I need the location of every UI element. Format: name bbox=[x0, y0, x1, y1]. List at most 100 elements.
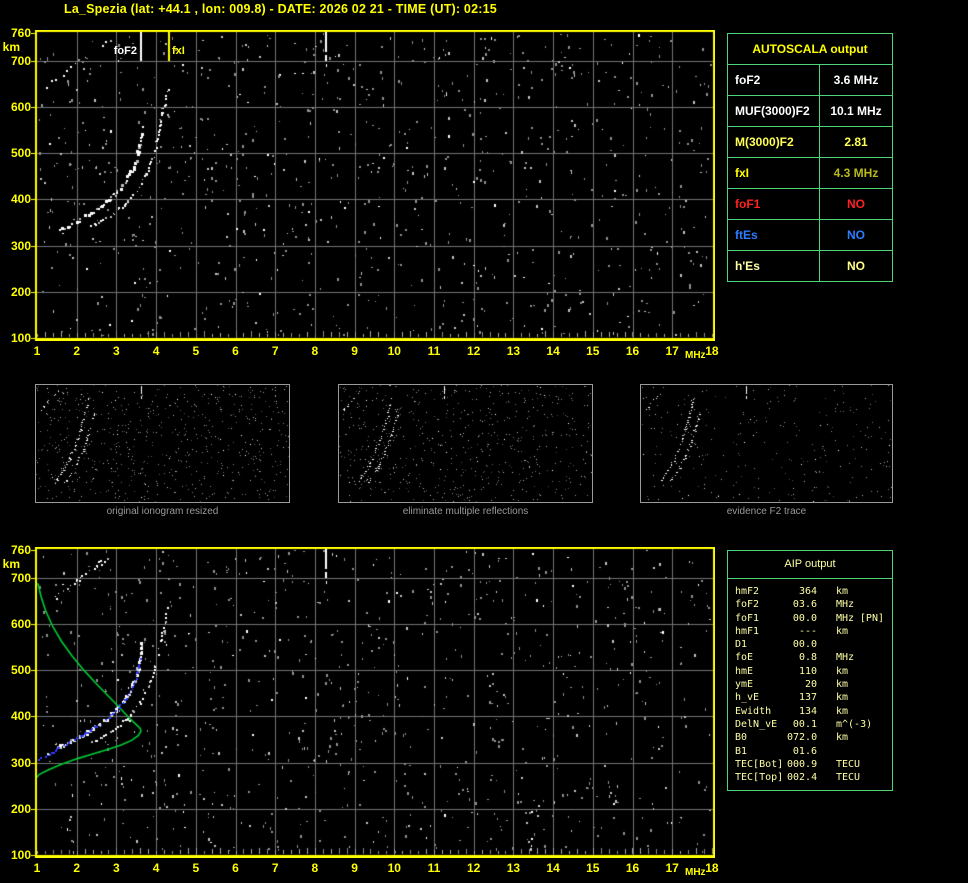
aip-row-label: DelN_vE bbox=[735, 718, 778, 730]
autoscala-row-label: foF2 bbox=[728, 65, 820, 95]
aip-row-extra: [PN] bbox=[859, 612, 884, 624]
y-tick-label-400-top: 400 bbox=[10, 192, 31, 207]
x-axis-unit-top: MHz bbox=[685, 350, 706, 361]
aip-row-unit: km bbox=[836, 692, 849, 704]
aip-row-hve: h_vE 137 km bbox=[735, 691, 886, 704]
aip-row-label: hmF1 bbox=[735, 625, 760, 637]
aip-row-d1: D1 00.0 bbox=[735, 638, 886, 651]
autoscala-row-fof2: foF2 3.6 MHz bbox=[728, 64, 892, 95]
autoscala-row-value: 3.6 MHz bbox=[833, 73, 879, 87]
autoscala-table-header: AUTOSCALA output bbox=[752, 42, 868, 56]
thumbnail-eliminate-canvas bbox=[339, 385, 592, 502]
aip-row-tecbot: TEC[Bot] 000.9 TECU bbox=[735, 758, 886, 771]
aip-row-delnve: DelN_vE 00.1 m^(-3) bbox=[735, 718, 886, 731]
autoscala-row-value: 2.81 bbox=[844, 135, 868, 149]
aip-row-label: ymE bbox=[735, 679, 754, 691]
aip-row-b0: B0 072.0 km bbox=[735, 731, 886, 744]
x-axis-unit-bottom: MHz bbox=[685, 867, 706, 878]
autoscala-row-ftes: ftEs NO bbox=[728, 219, 892, 250]
y-tick-label-300-top: 300 bbox=[10, 238, 31, 253]
y-tick-label-300-bottom: 300 bbox=[10, 755, 31, 770]
x-tick-label-13-bottom: 13 bbox=[506, 861, 521, 875]
aip-row-unit: km bbox=[836, 705, 849, 717]
aip-row-hmf2: hmF2 364 km bbox=[735, 585, 886, 598]
aip-row-ewidth: Ewidth 134 km bbox=[735, 705, 886, 718]
aip-row-label: D1 bbox=[735, 639, 748, 651]
x-tick-label-3-top: 3 bbox=[113, 344, 120, 358]
page-title: La_Spezia (lat: +44.1 , lon: 009.8) - DA… bbox=[64, 2, 497, 16]
aip-row-unit: m^(-3) bbox=[836, 718, 873, 730]
fof2-marker-label: foF2 bbox=[113, 45, 137, 57]
x-tick-label-13-top: 13 bbox=[506, 344, 521, 358]
aip-row-unit: km bbox=[836, 625, 849, 637]
y-tick-label-200-bottom: 200 bbox=[10, 801, 31, 816]
x-tick-label-8-bottom: 8 bbox=[311, 861, 319, 875]
aip-row-unit: MHz bbox=[836, 612, 855, 624]
y-tick-label-760-bottom: 760 bbox=[10, 543, 31, 557]
autoscala-row-label: foF1 bbox=[728, 189, 820, 219]
y-axis-unit-top: km bbox=[2, 40, 20, 54]
aip-row-hme: hmE 110 km bbox=[735, 665, 886, 678]
aip-row-value: 137 bbox=[798, 692, 817, 704]
x-tick-label-4-top: 4 bbox=[152, 344, 160, 358]
aip-row-value: 00.0 bbox=[792, 639, 817, 651]
top-ionogram-canvas bbox=[31, 30, 715, 341]
x-tick-label-9-top: 9 bbox=[351, 344, 358, 358]
aip-row-unit: TECU bbox=[836, 758, 861, 770]
aip-row-label: TEC[Top] bbox=[735, 772, 784, 784]
x-tick-label-2-bottom: 2 bbox=[73, 861, 81, 875]
x-tick-label-10-bottom: 10 bbox=[387, 861, 401, 875]
x-tick-label-6-bottom: 6 bbox=[232, 861, 239, 875]
x-tick-label-1-bottom: 1 bbox=[33, 861, 41, 875]
autoscala-row-label: MUF(3000)F2 bbox=[728, 96, 820, 126]
autoscala-row-value: NO bbox=[847, 197, 865, 211]
y-tick-label-600-top: 600 bbox=[10, 99, 31, 114]
x-tick-label-14-bottom: 14 bbox=[546, 861, 560, 875]
aip-row-b1: B1 01.6 bbox=[735, 745, 886, 758]
x-tick-label-11-bottom: 11 bbox=[427, 861, 441, 875]
x-tick-label-10-top: 10 bbox=[387, 344, 401, 358]
aip-row-unit: MHz bbox=[836, 599, 855, 611]
aip-row-value: --- bbox=[798, 625, 817, 637]
autoscala-row-label: M(3000)F2 bbox=[728, 127, 820, 157]
x-tick-label-2-top: 2 bbox=[73, 344, 81, 358]
thumbnail-original-canvas bbox=[36, 385, 289, 502]
autoscala-row-value: NO bbox=[847, 259, 865, 273]
aip-row-fof2: foF2 03.6 MHz bbox=[735, 598, 886, 611]
thumbnail-caption-eliminate: eliminate multiple reflections bbox=[402, 506, 529, 517]
x-tick-label-17-bottom: 17 bbox=[665, 861, 679, 875]
aip-row-label: B0 bbox=[735, 732, 748, 744]
aip-row-fof1: foF1 00.0 MHz [PN] bbox=[735, 612, 886, 625]
aip-row-tectop: TEC[Top] 002.4 TECU bbox=[735, 771, 886, 784]
x-tick-label-5-bottom: 5 bbox=[192, 861, 200, 875]
x-tick-label-12-bottom: 12 bbox=[467, 861, 481, 875]
x-tick-label-15-top: 15 bbox=[586, 344, 600, 358]
aip-row-value: 00.0 bbox=[792, 612, 817, 624]
aip-row-label: foF1 bbox=[735, 612, 760, 624]
x-tick-label-5-top: 5 bbox=[192, 344, 200, 358]
autoscala-row-value: NO bbox=[847, 228, 865, 242]
x-tick-label-14-top: 14 bbox=[546, 344, 560, 358]
x-tick-label-16-bottom: 16 bbox=[625, 861, 640, 875]
autoscala-row-muf3000f2: MUF(3000)F2 10.1 MHz bbox=[728, 95, 892, 126]
top-ionogram-plot bbox=[31, 30, 715, 341]
aip-row-value: 134 bbox=[798, 705, 817, 717]
x-tick-label-3-bottom: 3 bbox=[113, 861, 120, 875]
thumbnail-caption-original: original ionogram resized bbox=[106, 506, 219, 517]
autoscala-row-label: ftEs bbox=[728, 220, 820, 250]
autoscala-row-m3000f2: M(3000)F2 2.81 bbox=[728, 126, 892, 157]
x-tick-label-4-bottom: 4 bbox=[152, 861, 160, 875]
y-tick-label-600-bottom: 600 bbox=[10, 616, 31, 631]
x-tick-label-7-top: 7 bbox=[271, 344, 279, 358]
thumbnail-evidence-canvas bbox=[641, 385, 892, 502]
aip-row-value: 03.6 bbox=[792, 599, 817, 611]
y-axis-unit-bottom: km bbox=[2, 557, 20, 571]
thumbnail-evidence-f2 bbox=[640, 384, 893, 503]
autoscala-output-table: AUTOSCALA output foF2 3.6 MHz MUF(3000)F2 1… bbox=[727, 33, 893, 282]
thumbnail-original-ionogram bbox=[35, 384, 290, 503]
x-tick-label-8-top: 8 bbox=[311, 344, 319, 358]
aip-row-unit: km bbox=[836, 732, 849, 744]
aip-row-value: 01.6 bbox=[792, 745, 817, 757]
y-tick-label-100-top: 100 bbox=[10, 330, 31, 345]
aip-row-value: 110 bbox=[798, 665, 817, 677]
